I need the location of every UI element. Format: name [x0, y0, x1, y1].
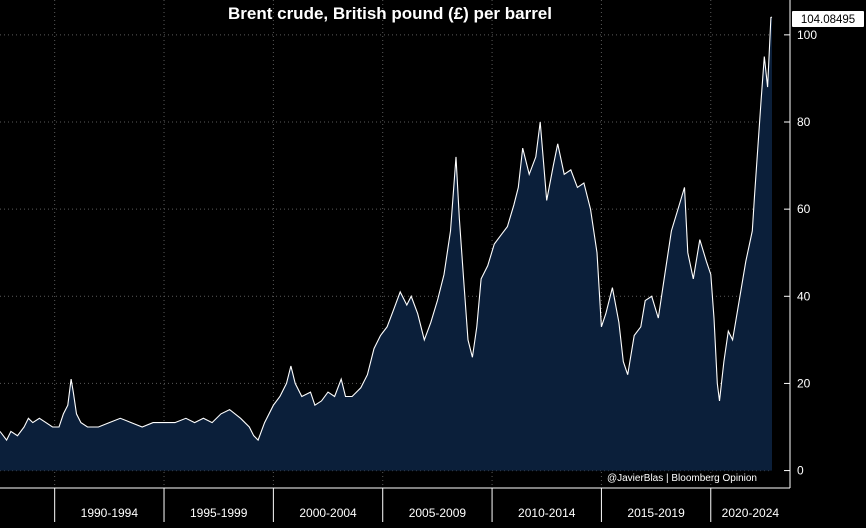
x-category-label-6: 2020-2024	[722, 506, 780, 520]
x-category-label-0: 1990-1994	[81, 506, 139, 520]
chart-title: Brent crude, British pound (£) per barre…	[228, 4, 552, 23]
x-category-label-1: 1995-1999	[190, 506, 248, 520]
y-tick-label-0: 0	[797, 464, 804, 478]
x-category-label-3: 2005-2009	[409, 506, 467, 520]
y-tick-label-3: 60	[797, 202, 811, 216]
y-tick-label-4: 80	[797, 115, 811, 129]
price-area-fill	[0, 17, 772, 471]
x-category-label-5: 2015-2019	[627, 506, 685, 520]
x-category-label-2: 2000-2004	[299, 506, 357, 520]
x-category-label-4: 2010-2014	[518, 506, 576, 520]
y-tick-label-1: 20	[797, 376, 811, 390]
chart-credit: @JavierBlas | Bloomberg Opinion	[607, 473, 757, 484]
y-tick-label-5: 100	[797, 28, 817, 42]
price-line	[0, 16, 773, 442]
x-axis-ticks: 1990-1994 1995-1999 2000-2004 2005-2009 2010…	[54, 488, 780, 522]
y-axis-ticks: 0 20 40 60 80 100	[784, 28, 817, 478]
last-value-marker: 104.08495	[792, 11, 864, 27]
y-tick-label-2: 40	[797, 289, 811, 303]
last-value-label: 104.08495	[801, 14, 855, 26]
last-value-box	[792, 11, 864, 27]
